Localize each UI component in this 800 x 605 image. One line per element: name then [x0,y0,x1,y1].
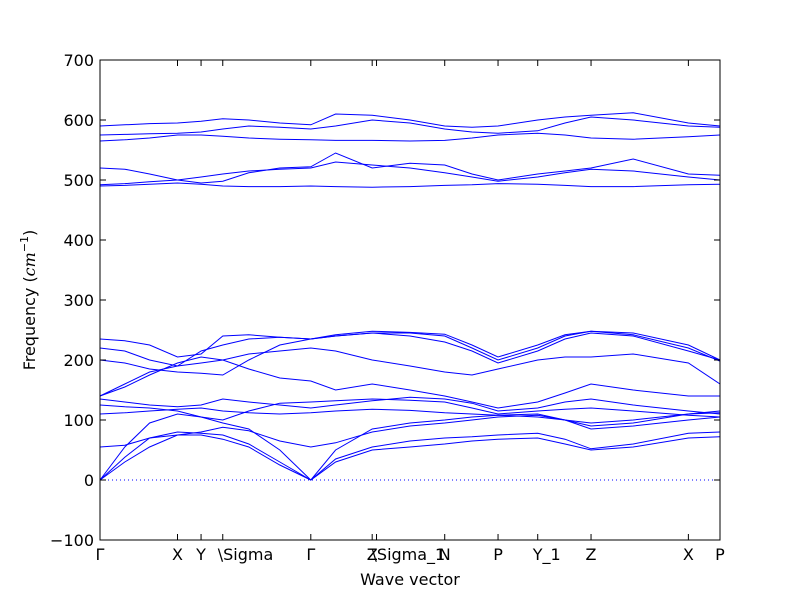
x-tick-label-9: P [493,545,503,564]
x-tick-label-4: \Sigma [218,545,274,564]
band-line-14 [99,161,721,186]
y-tick-label-5: 300 [63,291,94,310]
y-axis-label: Frequency (cm−1) [18,230,39,371]
x-tick-label-10: Y_1 [532,545,561,565]
bands-layer [99,112,721,481]
band-line-1 [99,434,721,481]
x-tick-label-3: Y [195,545,206,564]
x-tick-label-11: Z [586,545,597,564]
x-axis-label: Wave vector [360,570,460,589]
band-line-2 [99,431,721,481]
x-tick-label-7: \Sigma_1 [372,545,446,565]
band-line-17 [99,116,721,136]
band-line-16 [99,132,721,142]
band-line-4 [99,410,721,448]
x-tick-label-2: X [172,545,183,564]
x-axis-ticks: Γ X Y \Sigma Γ Z\Sigma_1N P Y_1 Z X P [96,545,726,565]
band-line-15 [99,152,721,184]
band-line-5 [99,407,721,424]
band-line-6 [99,398,721,421]
y-axis-label-suffix: ) [20,230,39,236]
y-tick-label-3: 100 [63,411,94,430]
y-tick-label-6: 400 [63,231,94,250]
band-line-13 [99,182,721,188]
y-axis-label-exp: −1 [18,236,31,252]
y-axis-label-prefix: Frequency ( [20,276,39,370]
x-tick-label-6: Z [367,545,378,564]
x-tick-label-8: N [439,545,451,564]
y-tick-label-4: 200 [63,351,94,370]
y-axis-label-unit: cm [20,252,39,276]
band-line-3 [99,413,721,481]
x-tick-label-12: X [683,545,694,564]
x-tick-label-13: P [715,545,725,564]
band-line-7 [99,396,721,415]
y-tick-label-9: 700 [63,51,94,70]
x-tick-label-1: Γ [96,545,105,564]
band-line-9 [99,347,721,397]
y-tick-label-7: 500 [63,171,94,190]
band-line-12 [99,330,721,361]
x-tick-label-5: Γ [306,545,315,564]
y-tick-label-2: 0 [84,471,94,490]
y-tick-label-8: 600 [63,111,94,130]
y-tick-label-1: −100 [50,531,94,550]
band-line-18 [99,112,721,128]
y-axis-ticks: −100 0 100 200 300 400 500 600 700 [50,51,720,550]
